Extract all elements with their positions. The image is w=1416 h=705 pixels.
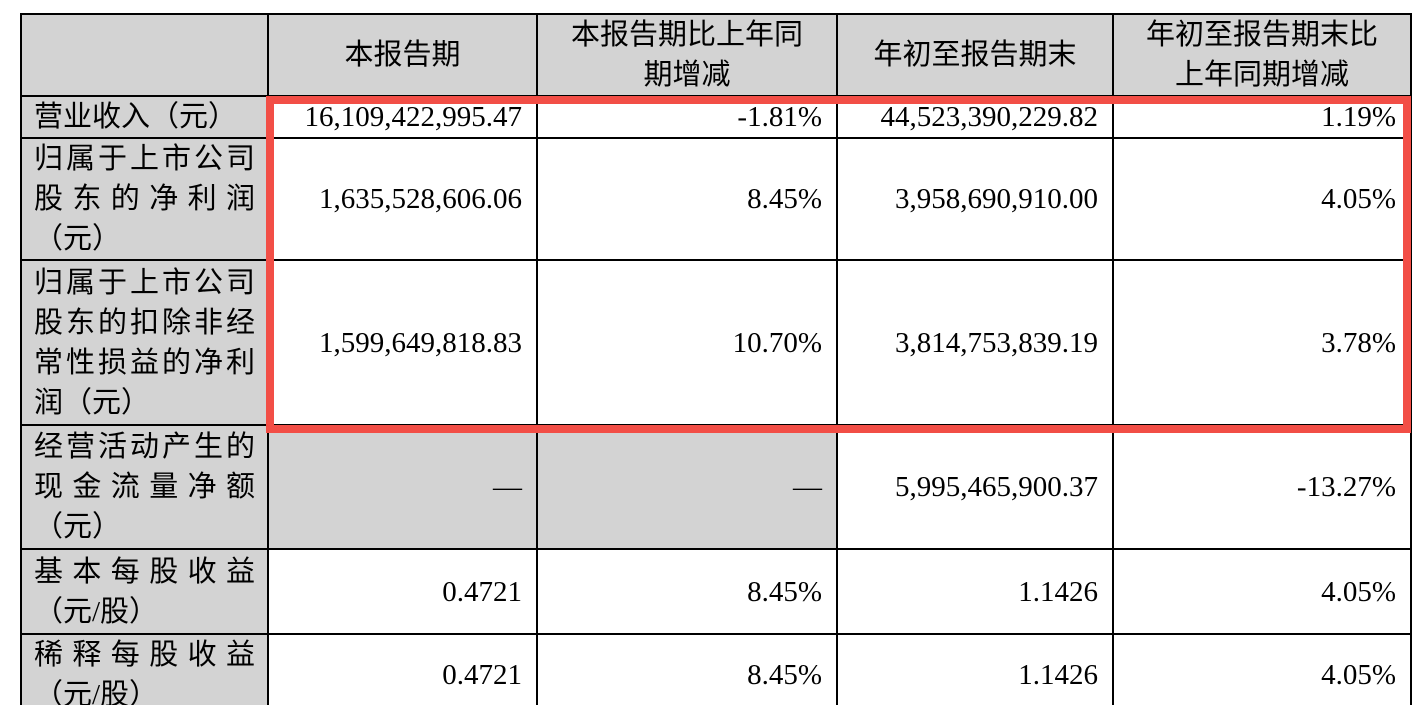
column-header: 年初至报告期末比 上年同期增减: [1112, 13, 1412, 97]
table-row: 稀释每股收益（元/股） 0.4721 8.45% 1.1426 4.05%: [20, 633, 1412, 705]
table-row: 经营活动产生的现金流量净额（元） — —5,995,465,900.37 -13.27…: [20, 424, 1412, 550]
table-row: 营业收入（元） 16,109,422,995.47 -1.81% 44,523,390…: [20, 95, 1412, 139]
value-cell: -13.27%: [1112, 424, 1412, 550]
value-cell: 0.4721: [267, 548, 538, 635]
value-cell: 1,599,649,818.83: [267, 259, 538, 426]
value-cell: 16,109,422,995.47: [267, 95, 538, 139]
value-cell: 1.1426: [836, 633, 1114, 705]
financial-summary-table: 本报告期 本报告期比上年同 期增减 年初至报告期末 年初至报告期末比 上年同期增减 营…: [20, 13, 1412, 705]
column-header: 本报告期: [267, 13, 538, 97]
value-cell: 1.19%: [1112, 95, 1412, 139]
value-cell: 5,995,465,900.37: [836, 424, 1114, 550]
row-label: 归属于上市公司股东的净利润（元）: [20, 137, 269, 261]
row-label: 营业收入（元）: [20, 95, 269, 139]
row-label: 稀释每股收益（元/股）: [20, 633, 269, 705]
value-cell: 4.05%: [1112, 633, 1412, 705]
corner-header-cell: [20, 13, 269, 97]
row-label: 基本每股收益（元/股）: [20, 548, 269, 635]
value-cell: 0.4721: [267, 633, 538, 705]
table-row: 归属于上市公司股东的净利润（元） 1,635,528,606.06 8.45% 3,9…: [20, 137, 1412, 261]
table-row: 归属于上市公司股东的扣除非经常性损益的净利润（元） 1,599,649,818.8…: [20, 259, 1412, 426]
value-cell: 3,958,690,910.00: [836, 137, 1114, 261]
value-cell: 8.45%: [536, 137, 838, 261]
value-cell: —: [267, 424, 538, 550]
table-row: 基本每股收益（元/股） 0.4721 8.45% 1.1426 4.05%: [20, 548, 1412, 635]
value-cell: 1.1426: [836, 548, 1114, 635]
value-cell: 10.70%: [536, 259, 838, 426]
value-cell: 4.05%: [1112, 137, 1412, 261]
value-cell: 1,635,528,606.06: [267, 137, 538, 261]
value-cell: 4.05%: [1112, 548, 1412, 635]
value-cell: 8.45%: [536, 633, 838, 705]
column-header: 本报告期比上年同 期增减: [536, 13, 838, 97]
row-label: 经营活动产生的现金流量净额（元）: [20, 424, 269, 550]
value-cell: 3.78%: [1112, 259, 1412, 426]
financial-summary-section: 本报告期 本报告期比上年同 期增减 年初至报告期末 年初至报告期末比 上年同期增减 营…: [20, 13, 1412, 705]
table-header-row: 本报告期 本报告期比上年同 期增减 年初至报告期末 年初至报告期末比 上年同期增减: [20, 13, 1412, 97]
row-label: 归属于上市公司股东的扣除非经常性损益的净利润（元）: [20, 259, 269, 426]
value-cell: -1.81%: [536, 95, 838, 139]
value-cell: 3,814,753,839.19: [836, 259, 1114, 426]
column-header: 年初至报告期末: [836, 13, 1114, 97]
value-cell: —: [536, 424, 838, 550]
value-cell: 44,523,390,229.82: [836, 95, 1114, 139]
value-cell: 8.45%: [536, 548, 838, 635]
